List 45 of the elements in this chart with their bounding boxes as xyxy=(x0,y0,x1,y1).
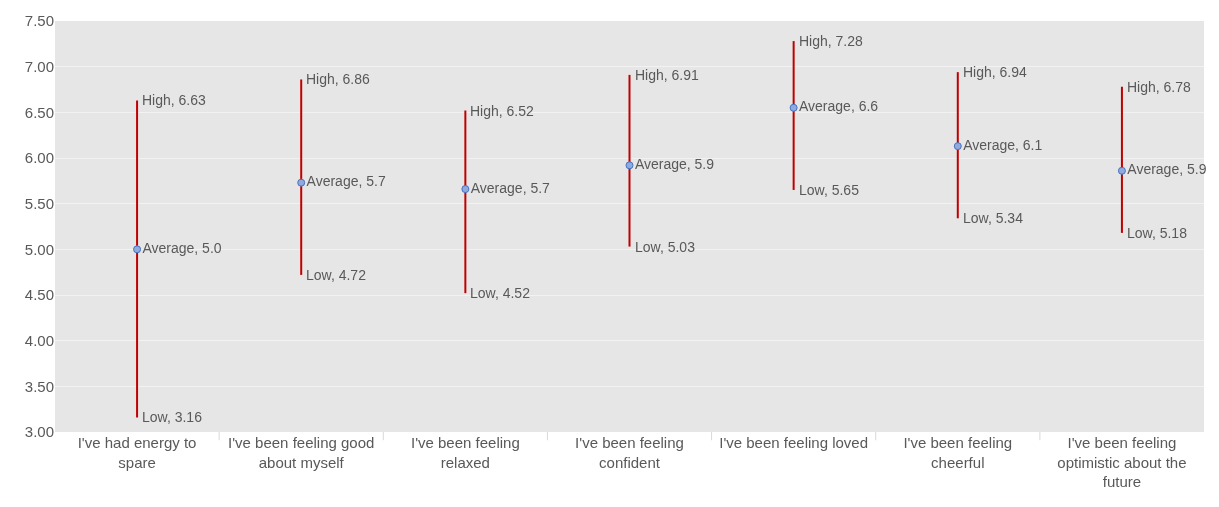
point xyxy=(133,245,142,254)
y-tick-label: 7.50 xyxy=(24,12,54,30)
data-label: Average, 6.1 xyxy=(963,136,1043,153)
x-tick-label: I've been feeling cheerful xyxy=(903,434,1013,471)
y-tick-label: 4.50 xyxy=(24,286,54,304)
annotation: High, 6.94 xyxy=(963,64,1028,80)
annotation: Low, 5.18 xyxy=(1127,225,1188,241)
x-tick-label: I've been feeling relaxed xyxy=(410,434,520,471)
annotation: High, 6.52 xyxy=(470,103,535,119)
x-tick-label: I've been feeling confident xyxy=(575,434,684,471)
point xyxy=(461,185,470,194)
y-tick-label: 3.50 xyxy=(24,377,54,395)
x-tick-label: I've been feeling loved xyxy=(719,434,869,451)
data-label: Average, 5.9 xyxy=(1127,161,1207,178)
annotation: High, 6.78 xyxy=(1127,79,1192,95)
data-label: Average, 5.9 xyxy=(634,155,715,172)
annotation: Low, 4.72 xyxy=(306,267,367,283)
x-tick-label: I've had energy to spare xyxy=(77,434,197,471)
data-label: Average, 5.7 xyxy=(306,173,386,190)
annotation: High, 7.28 xyxy=(799,33,864,49)
point xyxy=(953,142,962,151)
annotation: Low, 5.65 xyxy=(799,182,860,198)
y-tick-label: 4.00 xyxy=(24,331,54,349)
point xyxy=(297,178,306,187)
annotation: Low, 4.52 xyxy=(470,285,531,301)
data-label: Average, 6.6 xyxy=(799,98,879,115)
x-tick-label: I've been feeling good about myself xyxy=(228,434,375,471)
annotation: Low, 5.34 xyxy=(963,210,1024,226)
y-tick-label: 6.00 xyxy=(24,149,54,167)
y-tick-label: 5.00 xyxy=(24,240,54,258)
point xyxy=(789,103,798,112)
annotation: Low, 5.03 xyxy=(635,239,696,255)
y-tick-label: 3.00 xyxy=(24,423,54,441)
annotation: Low, 3.16 xyxy=(142,409,203,425)
annotation: High, 6.63 xyxy=(142,92,207,108)
data-label: Average, 5.0 xyxy=(142,239,222,256)
annotation: High, 6.91 xyxy=(635,67,700,83)
annotation: High, 6.86 xyxy=(306,71,371,87)
point xyxy=(625,161,634,170)
y-tick-label: 7.00 xyxy=(24,57,54,75)
point xyxy=(1117,166,1126,175)
y-tick-label: 5.50 xyxy=(24,194,54,212)
x-tick-label: I've been feeling optimistic about the future xyxy=(1057,434,1187,490)
data-label: Average, 5.7 xyxy=(470,179,551,196)
y-tick-label: 6.50 xyxy=(24,103,54,121)
